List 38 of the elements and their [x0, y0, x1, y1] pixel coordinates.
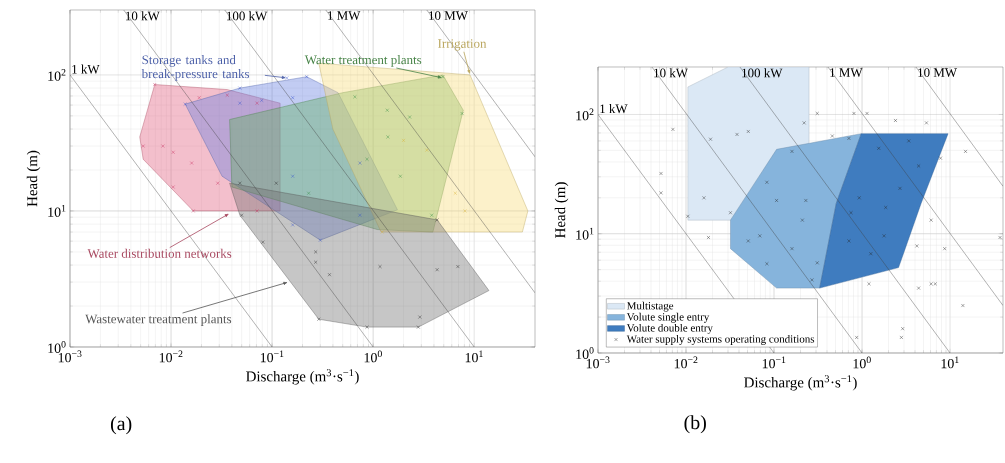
- y-axis-title: Head (m): [554, 182, 569, 238]
- annotation: Storage tanks and break-pressure tanks: [141, 55, 250, 81]
- x-tick-label: 10$^{−2}$: [674, 356, 698, 369]
- series-label: 100 kW: [227, 11, 268, 21]
- x-tick-label: 10$^{−1}$: [260, 350, 284, 363]
- series-label: 1 kW: [600, 104, 628, 114]
- series-label: 100 kW: [742, 68, 783, 78]
- annotation: Water distribution networks: [87, 248, 232, 258]
- x-axis-title: Discharge (m$^{3}$·s$^{−1}$): [246, 369, 359, 385]
- y-axis-title: Head (m): [26, 150, 41, 207]
- y-tick-label: 10$^{1}$: [48, 205, 66, 217]
- x-tick-label: 10$^{−1}$: [762, 356, 786, 369]
- x-tick-label: 10$^{1}$: [465, 350, 483, 363]
- x-axis-title: Discharge (m$^{3}$·s$^{−1}$): [744, 375, 857, 391]
- y-tick-label: 10$^{2}$: [48, 69, 66, 81]
- series-label: 1 MW: [328, 11, 361, 20]
- annotation: Water treatment plants: [304, 55, 422, 67]
- y-tick-label: 10$^{1}$: [576, 227, 594, 240]
- series-label: 1 kW: [72, 64, 100, 74]
- y-tick-label: 10$^{0}$: [48, 341, 66, 353]
- legend-label: Volute single entry: [626, 312, 710, 323]
- series-label: 10 kW: [126, 11, 160, 21]
- x-tick-label: 10$^{1}$: [941, 356, 959, 369]
- text: (a): [110, 416, 132, 435]
- x-tick-label: 10$^{−2}$: [159, 350, 183, 363]
- series-label: 10 kW: [654, 68, 688, 78]
- x-tick-label: 10$^{0}$: [853, 356, 871, 369]
- annotation: Wastewater treatment plants: [85, 314, 232, 326]
- annotation: Irrigation: [438, 39, 487, 51]
- legend-label: Multistage: [627, 301, 674, 312]
- y-tick-label: 10$^{2}$: [576, 108, 594, 121]
- text: (b): [684, 415, 706, 434]
- legend-label: Water supply systems operating conditions: [626, 335, 815, 345]
- series-label: 10 MW: [918, 68, 958, 77]
- x-tick-label: 10$^{0}$: [364, 350, 382, 363]
- series-label: 10 MW: [429, 11, 468, 21]
- legend-label: Volute double entry: [626, 323, 713, 334]
- series-label: 1 MW: [830, 68, 863, 77]
